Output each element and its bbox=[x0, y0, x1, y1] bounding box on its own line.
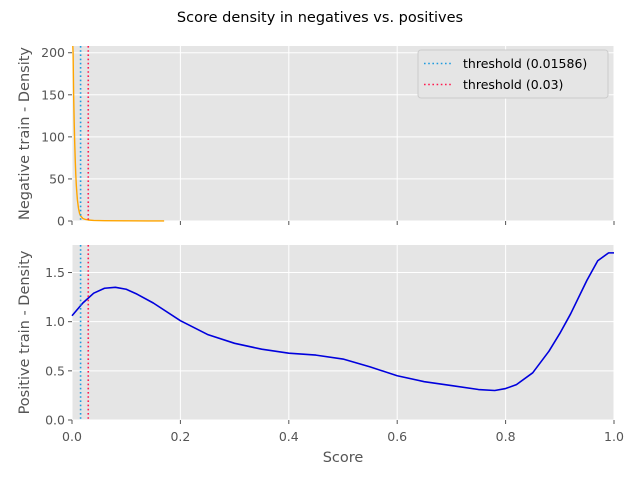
positive-plot-area bbox=[72, 245, 614, 420]
legend-box bbox=[417, 49, 609, 99]
x-tick-label: 0.0 bbox=[62, 429, 82, 444]
y-tick-label: 0.0 bbox=[45, 413, 65, 428]
positive-series bbox=[71, 252, 614, 392]
negative-y-axis-label: Negative train - Density bbox=[17, 47, 33, 220]
positive-density-panel: 0.0 0.5 1.0 1.5 Positive train - Density bbox=[17, 245, 615, 428]
x-tick-label: 0.8 bbox=[496, 429, 516, 444]
x-tick-label: 0.4 bbox=[279, 429, 299, 444]
x-tick-label: 1.0 bbox=[604, 429, 624, 444]
x-tick-label: 0.6 bbox=[387, 429, 407, 444]
x-axis-tick-labels: 0.0 0.2 0.4 0.6 0.8 1.0 bbox=[62, 429, 624, 444]
y-tick-label: 0 bbox=[57, 214, 65, 229]
x-tick-label: 0.2 bbox=[170, 429, 190, 444]
negative-series bbox=[72, 45, 165, 222]
density-line bbox=[72, 45, 165, 222]
y-tick-label: 1.5 bbox=[45, 265, 65, 280]
positive-gridlines bbox=[71, 245, 615, 421]
density-line bbox=[71, 252, 614, 392]
y-tick-label: 1.0 bbox=[45, 314, 65, 329]
y-tick-label: 50 bbox=[49, 171, 65, 186]
positive-tick-labels: 0.0 0.5 1.0 1.5 bbox=[45, 265, 615, 428]
y-tick-label: 150 bbox=[41, 87, 65, 102]
negative-density-panel: 0 50 100 150 200 Negative train - Density th… bbox=[17, 45, 615, 229]
legend-label-threshold-1: threshold (0.01586) bbox=[463, 56, 587, 71]
y-tick-label: 100 bbox=[41, 129, 65, 144]
y-tick-label: 0.5 bbox=[45, 363, 65, 378]
positive-y-axis-label: Positive train - Density bbox=[17, 250, 33, 414]
y-tick-label: 200 bbox=[41, 45, 65, 60]
legend-label-threshold-2: threshold (0.03) bbox=[463, 77, 563, 92]
legend: threshold (0.01586) threshold (0.03) bbox=[417, 49, 609, 99]
x-axis-label: Score bbox=[323, 450, 364, 466]
chart-title: Score density in negatives vs. positives bbox=[177, 10, 463, 26]
negative-tick-labels: 0 50 100 150 200 bbox=[41, 45, 615, 229]
